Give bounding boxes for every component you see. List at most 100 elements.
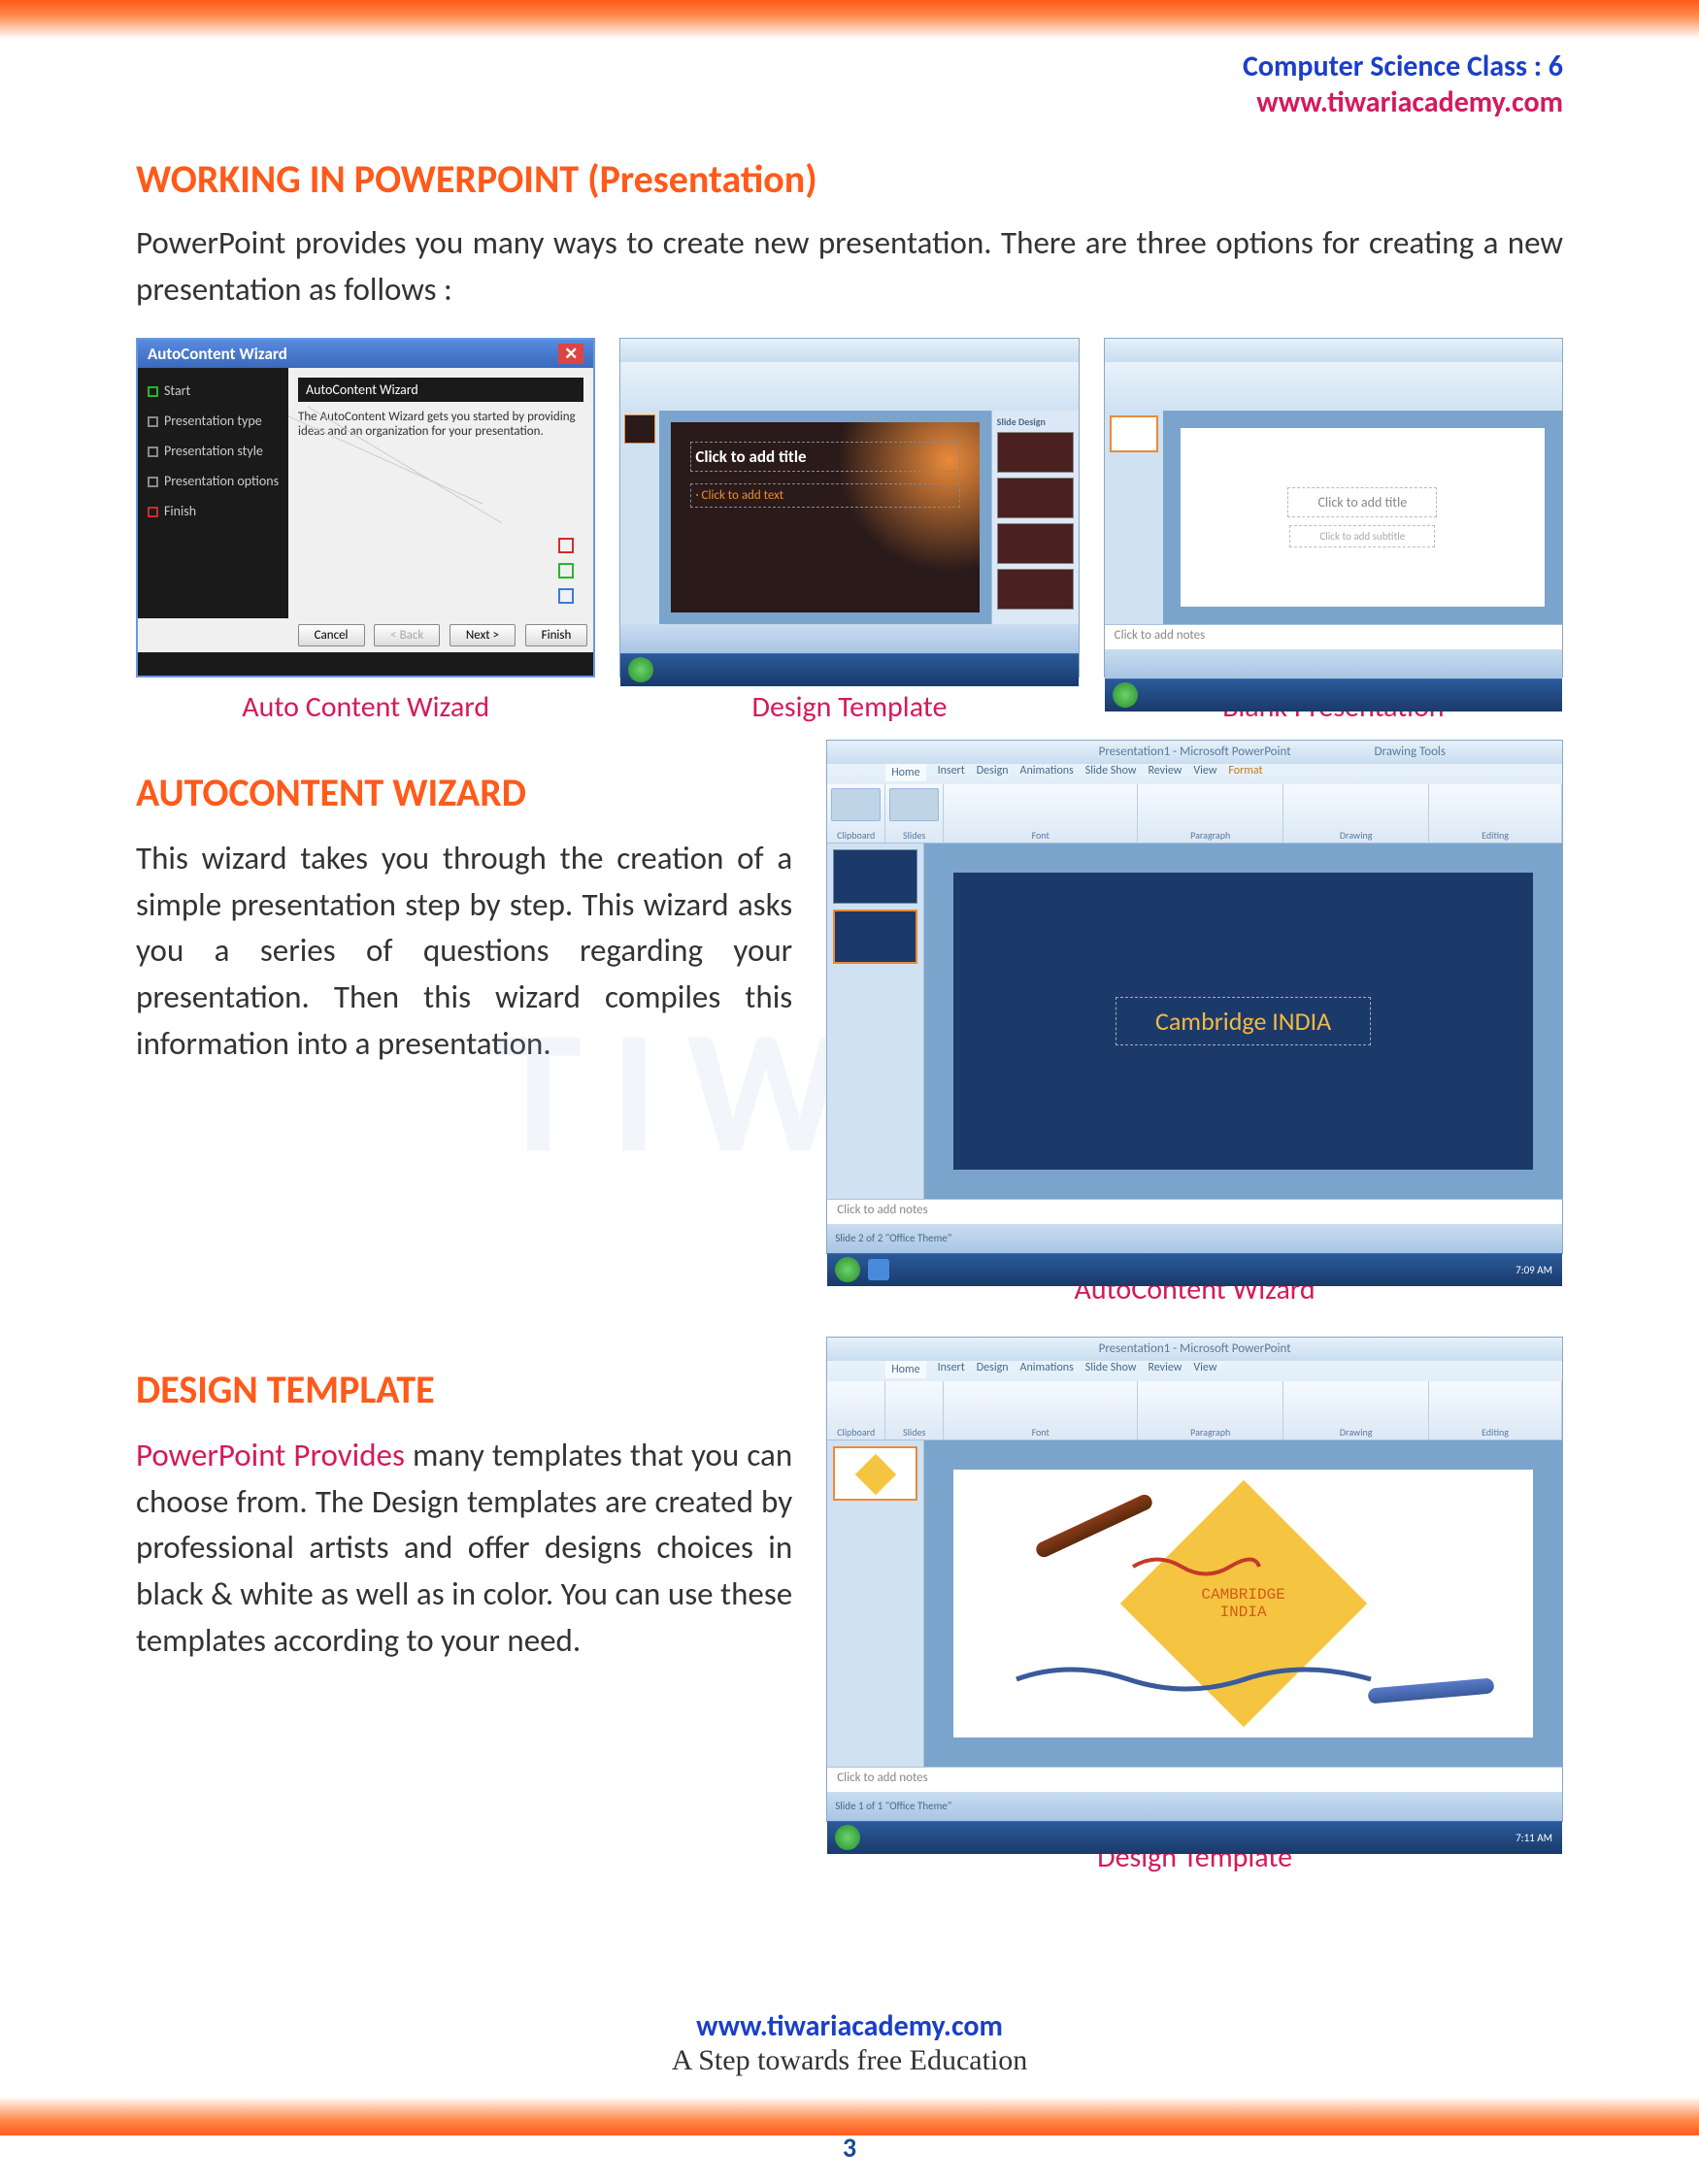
group-slides: Slides — [885, 1381, 944, 1439]
clock-2: 7:11 AM — [1516, 1832, 1552, 1844]
autocontent-body: This wizard takes you through the creati… — [136, 836, 792, 1068]
start-icon[interactable] — [1113, 682, 1138, 708]
step-style: Presentation style — [148, 443, 279, 459]
autocontent-dialog: AutoContent Wizard ✕ Start Presentation … — [136, 338, 595, 678]
tab-view[interactable]: View — [1193, 1361, 1216, 1378]
blank-notes[interactable]: Click to add notes — [1105, 624, 1562, 649]
notes-pane-2[interactable]: Click to add notes — [827, 1767, 1562, 1792]
template-thumb[interactable] — [997, 478, 1074, 518]
tab-review[interactable]: Review — [1148, 1361, 1182, 1378]
taskbar-2: 7:11 AM — [827, 1821, 1562, 1854]
blue-wave-icon — [1012, 1655, 1381, 1704]
tab-insert[interactable]: Insert — [938, 1361, 965, 1378]
group-clipboard: Clipboard — [827, 784, 885, 843]
start-icon[interactable] — [835, 1825, 860, 1850]
autocontent-text-col: AUTOCONTENT WIZARD This wizard takes you… — [136, 740, 792, 1307]
blank-taskbar — [1105, 678, 1562, 711]
back-button[interactable]: < Back — [374, 624, 440, 646]
tab-home[interactable]: Home — [885, 764, 925, 781]
design-title-ph[interactable]: Click to add title — [690, 442, 959, 472]
design-task-pane: Slide Design — [991, 411, 1079, 624]
ie-icon[interactable] — [868, 1259, 889, 1280]
template-thumb[interactable] — [997, 432, 1074, 473]
slide-text[interactable]: Cambridge INDIA — [1116, 997, 1371, 1045]
tab-design[interactable]: Design — [977, 1361, 1009, 1378]
section-designtemplate: DESIGN TEMPLATE PowerPoint Provides many… — [136, 1337, 1563, 1875]
design-text-ph[interactable]: · Click to add text — [690, 483, 959, 508]
gradient-top — [0, 0, 1699, 39]
blank-slides-pane — [1105, 411, 1163, 624]
template-thumb[interactable] — [997, 569, 1074, 610]
task-pane-title: Slide Design — [997, 415, 1074, 428]
autocontent-img-col: Presentation1 - Microsoft PowerPoint Dra… — [826, 740, 1563, 1307]
design-status — [620, 624, 1078, 653]
crayon-blue-icon — [1368, 1677, 1495, 1704]
blank-thumb[interactable] — [1110, 415, 1158, 452]
tab-review[interactable]: Review — [1148, 764, 1182, 781]
wizard-col: AutoContent Wizard ✕ Start Presentation … — [136, 338, 595, 725]
blank-sub-ph[interactable]: Click to add subtitle — [1289, 525, 1435, 547]
tab-slideshow[interactable]: Slide Show — [1085, 764, 1137, 781]
slide-thumb-2[interactable] — [833, 910, 917, 964]
slides-pane — [827, 844, 924, 1199]
tab-format[interactable]: Format — [1228, 764, 1262, 781]
blank-slide: Click to add title Click to add subtitle — [1181, 428, 1545, 607]
tab-animations[interactable]: Animations — [1020, 1361, 1074, 1378]
green-box-icon — [558, 563, 574, 579]
status-text: Slide 2 of 2 "Office Theme" — [835, 1232, 951, 1244]
blank-title-ph[interactable]: Click to add title — [1287, 487, 1437, 517]
decorative-lines-icon — [288, 407, 593, 557]
header-url: www.tiwariacademy.com — [1243, 84, 1563, 120]
footer-url: www.tiwariacademy.com — [0, 2008, 1699, 2044]
dialog-body: Start Presentation type Presentation sty… — [138, 368, 593, 618]
footer: www.tiwariacademy.com A Step towards fre… — [0, 2008, 1699, 2077]
template-thumb[interactable] — [997, 523, 1074, 564]
group-editing: Editing — [1429, 1381, 1562, 1439]
lead-text: PowerPoint Provides — [136, 1436, 413, 1474]
page-header: Computer Science Class : 6 www.tiwariaca… — [1243, 49, 1563, 120]
pp-body: Cambridge INDIA — [827, 844, 1562, 1199]
tab-animations[interactable]: Animations — [1020, 764, 1074, 781]
finish-button[interactable]: Finish — [525, 624, 588, 646]
group-slides: Slides — [885, 784, 944, 843]
tab-home[interactable]: Home — [885, 1361, 925, 1378]
group-font: Font — [944, 784, 1138, 843]
design-window: Click to add title · Click to add text S… — [619, 338, 1079, 678]
blank-canvas: Click to add title Click to add subtitle — [1163, 411, 1562, 624]
start-icon[interactable] — [628, 657, 653, 682]
main-heading: WORKING IN POWERPOINT (Presentation) — [136, 155, 1563, 203]
group-drawing: Drawing — [1283, 784, 1429, 843]
drawing-tools-label: Drawing Tools — [1374, 741, 1446, 764]
tab-design[interactable]: Design — [977, 764, 1009, 781]
footer-step: A Step towards free Education — [0, 2044, 1699, 2077]
notes-pane[interactable]: Click to add notes — [827, 1199, 1562, 1224]
group-font: Font — [944, 1381, 1138, 1439]
paste-icon[interactable] — [831, 788, 881, 821]
intro-text: PowerPoint provides you many ways to cre… — [136, 220, 1563, 314]
slide-thumb-dt[interactable] — [833, 1446, 917, 1501]
designtemplate-img-col: Presentation1 - Microsoft PowerPoint Hom… — [826, 1337, 1563, 1875]
tab-insert[interactable]: Insert — [938, 764, 965, 781]
designtemplate-heading: DESIGN TEMPLATE — [136, 1366, 792, 1413]
newslide-icon[interactable] — [889, 788, 939, 821]
ribbon-groups: Clipboard Slides Font Paragraph Drawing … — [827, 784, 1562, 843]
design-caption: Design Template — [619, 689, 1079, 725]
blank-body: Click to add title Click to add subtitle — [1105, 411, 1562, 624]
close-icon[interactable]: ✕ — [558, 344, 583, 364]
blank-window: Click to add title Click to add subtitle… — [1104, 338, 1563, 678]
start-icon[interactable] — [835, 1257, 860, 1282]
next-button[interactable]: Next > — [450, 624, 516, 646]
tab-view[interactable]: View — [1193, 764, 1216, 781]
status-bar-2: Slide 1 of 1 "Office Theme" — [827, 1792, 1562, 1821]
pp-ribbon: Home Insert Design Animations Slide Show… — [827, 764, 1562, 844]
step-options: Presentation options — [148, 473, 279, 489]
group-drawing: Drawing — [1283, 1381, 1429, 1439]
ribbon-tabs: Home Insert Design Animations Slide Show… — [885, 764, 1262, 781]
cancel-button[interactable]: Cancel — [298, 624, 365, 646]
slides-pane-2 — [827, 1440, 924, 1767]
slide-thumb-1[interactable] — [833, 849, 917, 904]
tab-slideshow[interactable]: Slide Show — [1085, 1361, 1137, 1378]
step-type: Presentation type — [148, 413, 279, 429]
designtemplate-body: PowerPoint Provides many templates that … — [136, 1433, 792, 1665]
dialog-titlebar: AutoContent Wizard ✕ — [138, 340, 593, 368]
